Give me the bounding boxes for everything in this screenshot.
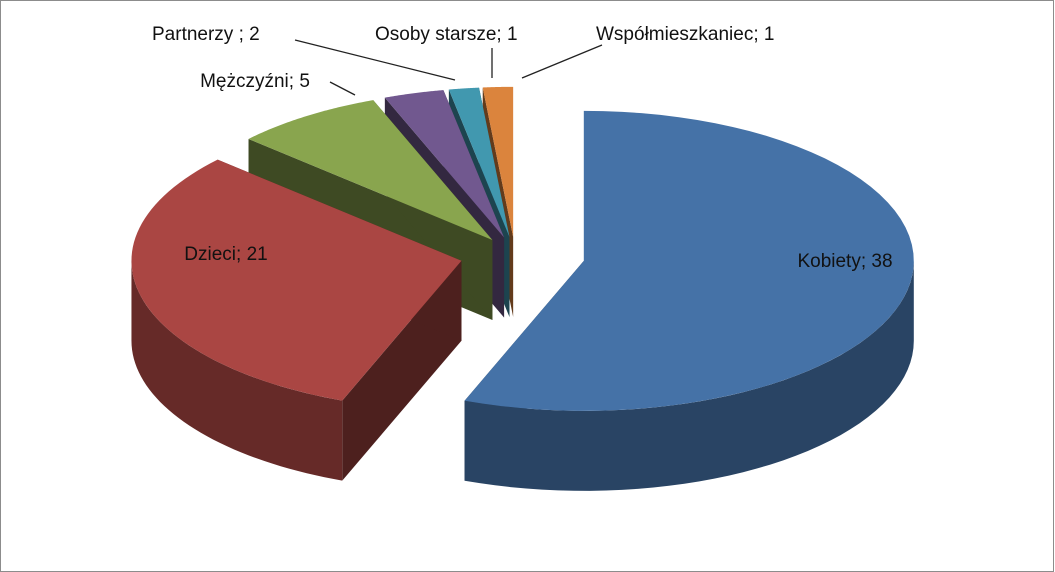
data-label: Kobiety; 38 — [797, 251, 892, 272]
pie-slice — [248, 100, 493, 241]
data-label: Współmieszkaniec; 1 — [596, 24, 774, 45]
data-label: Mężczyźni; 5 — [200, 71, 310, 92]
slice-wall — [131, 260, 343, 481]
leader-line — [329, 81, 356, 96]
pie-slice — [131, 159, 462, 401]
data-label: Osoby starsze; 1 — [375, 24, 518, 45]
leader-line — [294, 39, 456, 81]
data-label: Partnerzy ; 2 — [152, 24, 260, 45]
pie-slice — [482, 86, 514, 237]
pie-slice — [448, 87, 510, 237]
pie-slice — [384, 90, 505, 238]
leader-line — [521, 44, 603, 79]
slice-wall — [464, 260, 914, 491]
data-label: Dzieci; 21 — [184, 244, 267, 265]
pie-slice — [464, 110, 914, 411]
